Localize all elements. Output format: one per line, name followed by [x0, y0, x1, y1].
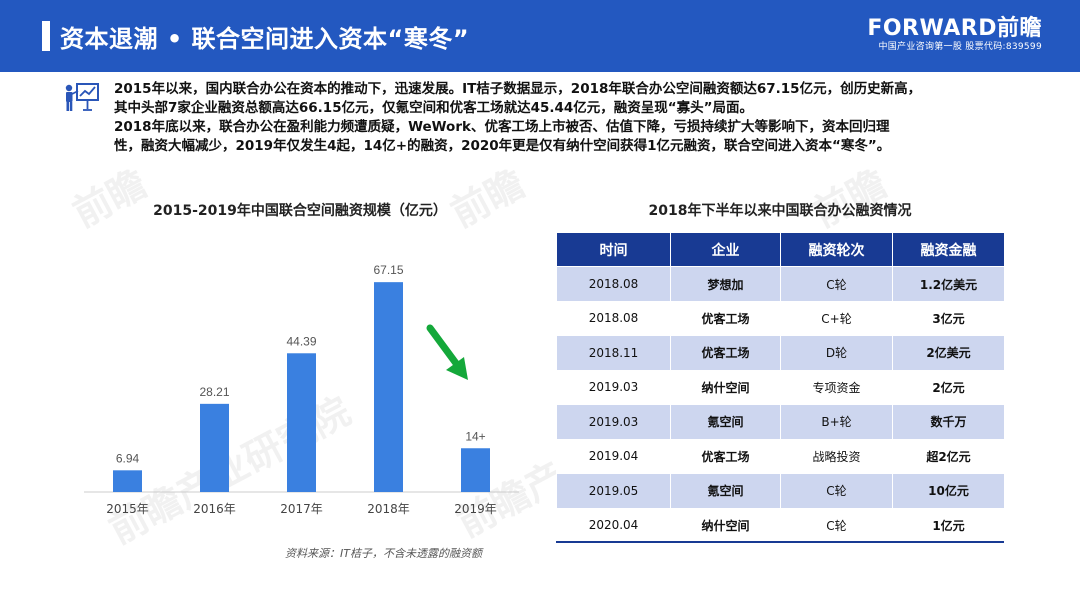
chart-title: 2015-2019年中国联合空间融资规模（亿元） [153, 203, 447, 219]
cell-round: B+轮 [780, 404, 893, 439]
intro-line: 性，融资大幅减少，2019年仅发生4起，14亿+的融资，2020年更是仅有纳什空… [114, 138, 891, 154]
slide-header: 资本退潮 • 联合空间进入资本“寒冬” FORWARD前瞻 中国产业咨询第一股 … [0, 0, 1080, 72]
table-row: 2020.04 纳什空间 C轮 1亿元 [556, 508, 1005, 543]
x-tick-label: 2017年 [280, 502, 323, 516]
down-trend-arrow-icon [426, 324, 468, 380]
column-header: 融资金融 [892, 232, 1005, 267]
cell-amount: 2亿美元 [892, 335, 1005, 370]
data-label: 28.21 [199, 385, 229, 399]
x-tick-label: 2018年 [367, 502, 410, 516]
cell-date: 2018.08 [556, 301, 671, 336]
cell-enterprise: 优客工场 [670, 335, 781, 370]
logo-subtext: 中国产业咨询第一股 股票代码:839599 [878, 42, 1042, 52]
data-label: 14+ [465, 429, 485, 443]
title-accent-bar [42, 21, 50, 51]
table-row: 2018.08 梦想加 C轮 1.2亿美元 [556, 266, 1005, 301]
table-bottom-rule [556, 541, 1004, 543]
cell-amount: 1亿元 [892, 508, 1005, 543]
source-note: 资料来源：IT桔子，不含未透露的融资额 [285, 547, 482, 560]
cell-amount: 数千万 [892, 404, 1005, 439]
cell-date: 2018.11 [556, 335, 671, 370]
cell-date: 2019.04 [556, 439, 671, 474]
cell-enterprise: 氪空间 [670, 404, 781, 439]
column-header: 时间 [556, 232, 671, 267]
cell-date: 2019.05 [556, 473, 671, 508]
presenter-board-icon [65, 83, 99, 111]
cell-date: 2020.04 [556, 508, 671, 543]
table-row: 2019.05 氪空间 C轮 10亿元 [556, 473, 1005, 508]
data-label: 67.15 [373, 263, 403, 277]
cell-round: C+轮 [780, 301, 893, 336]
financing-table: 时间 企业 融资轮次 融资金融 2018.08 梦想加 C轮 1.2亿美元 20… [556, 232, 1005, 543]
table-row: 2018.08 优客工场 C+轮 3亿元 [556, 301, 1005, 336]
intro-line: 2015年以来，国内联合办公在资本的推动下，迅速发展。IT桔子数据显示，2018… [114, 81, 922, 97]
bar [374, 282, 403, 492]
cell-amount: 2亿元 [892, 370, 1005, 405]
slide-title: 资本退潮 • 联合空间进入资本“寒冬” [60, 25, 470, 53]
data-label: 6.94 [116, 451, 140, 465]
cell-round: C轮 [780, 266, 893, 301]
cell-enterprise: 梦想加 [670, 266, 781, 301]
cell-round: C轮 [780, 473, 893, 508]
cell-amount: 10亿元 [892, 473, 1005, 508]
table-title: 2018年下半年以来中国联合办公融资情况 [648, 203, 912, 219]
cell-amount: 3亿元 [892, 301, 1005, 336]
table-row: 2019.03 纳什空间 专项资金 2亿元 [556, 370, 1005, 405]
x-tick-label: 2019年 [454, 502, 497, 516]
intro-line: 2018年底以来，联合办公在盈利能力频遭质疑，WeWork、优客工场上市被否、估… [114, 119, 890, 135]
cell-enterprise: 纳什空间 [670, 508, 781, 543]
cell-enterprise: 优客工场 [670, 301, 781, 336]
bar [461, 448, 490, 492]
cell-date: 2019.03 [556, 370, 671, 405]
bar [287, 353, 316, 492]
cell-enterprise: 优客工场 [670, 439, 781, 474]
column-header: 融资轮次 [780, 232, 893, 267]
cell-round: 专项资金 [780, 370, 893, 405]
intro-line: 其中头部7家企业融资总额高达66.15亿元，仅氪空间和优客工场就达45.44亿元… [114, 100, 754, 116]
forward-logo: FORWARD前瞻 中国产业咨询第一股 股票代码:839599 [867, 17, 1042, 53]
cell-round: 战略投资 [780, 439, 893, 474]
table-row: 2018.11 优客工场 D轮 2亿美元 [556, 335, 1005, 370]
cell-amount: 1.2亿美元 [892, 266, 1005, 301]
x-tick-label: 2015年 [106, 502, 149, 516]
cell-round: C轮 [780, 508, 893, 543]
bar [113, 470, 142, 492]
cell-date: 2018.08 [556, 266, 671, 301]
table-header-row: 时间 企业 融资轮次 融资金融 [556, 232, 1005, 267]
table-row: 2019.04 优客工场 战略投资 超2亿元 [556, 439, 1005, 474]
bar [200, 403, 229, 492]
cell-date: 2019.03 [556, 404, 671, 439]
data-label: 44.39 [286, 334, 316, 348]
logo-text: FORWARD前瞻 [867, 16, 1042, 41]
x-tick-label: 2016年 [193, 502, 236, 516]
cell-enterprise: 纳什空间 [670, 370, 781, 405]
column-header: 企业 [670, 232, 781, 267]
cell-round: D轮 [780, 335, 893, 370]
cell-amount: 超2亿元 [892, 439, 1005, 474]
cell-enterprise: 氪空间 [670, 473, 781, 508]
intro-paragraph: 2015年以来，国内联合办公在资本的推动下，迅速发展。IT桔子数据显示，2018… [114, 80, 1034, 156]
table-row: 2019.03 氪空间 B+轮 数千万 [556, 404, 1005, 439]
